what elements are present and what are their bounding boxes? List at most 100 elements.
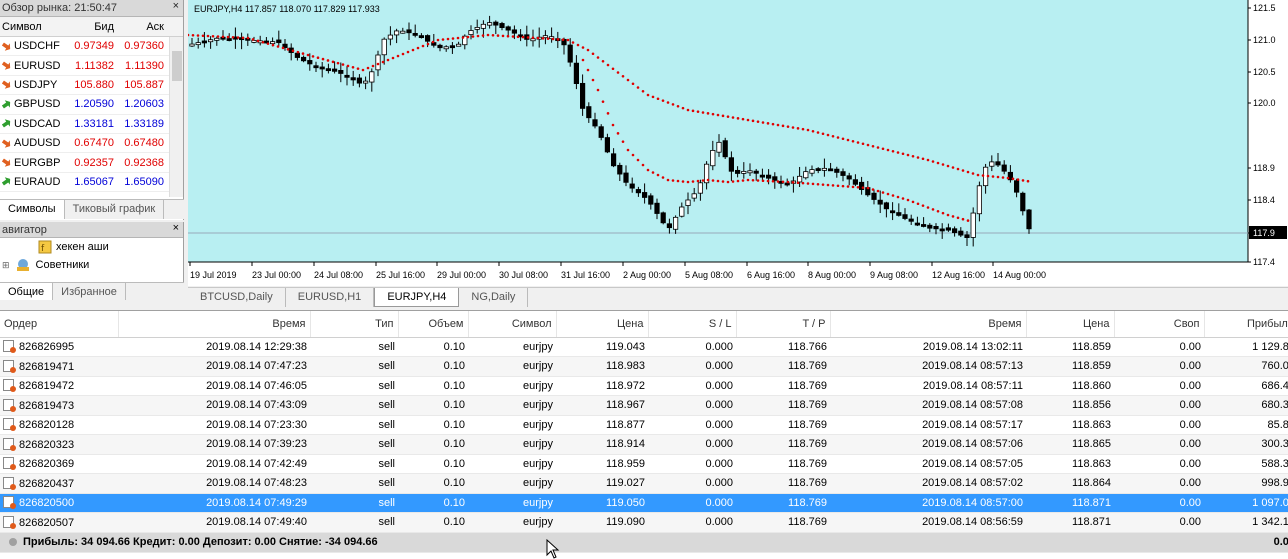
table-row[interactable]: 826819472 2019.08.14 07:46:05 sell 0.10 eurj… bbox=[0, 376, 1288, 396]
indicator-dot bbox=[616, 132, 620, 135]
symbol-cell: USDCHF bbox=[0, 40, 64, 52]
indicator-dot bbox=[761, 121, 765, 124]
expand-icon[interactable]: ⊞ bbox=[2, 259, 10, 270]
indicator-dot bbox=[461, 36, 465, 39]
table-row[interactable]: 826820369 2019.08.14 07:42:49 sell 0.10 eurj… bbox=[0, 454, 1288, 474]
chart-tab[interactable]: NG,Daily bbox=[459, 288, 529, 307]
column-header[interactable]: Объем bbox=[398, 311, 469, 338]
column-header[interactable]: Тип bbox=[310, 311, 399, 338]
table-cell: 0.00 bbox=[1114, 493, 1204, 513]
table-row[interactable]: 826826995 2019.08.14 12:29:38 sell 0.10 eurj… bbox=[0, 337, 1288, 357]
indicator-dot bbox=[666, 101, 670, 104]
candle-body bbox=[251, 40, 257, 43]
close-icon[interactable]: × bbox=[172, 0, 179, 12]
indicator-dot bbox=[736, 179, 740, 183]
price-axis-label: 118.9 bbox=[1253, 163, 1275, 173]
table-cell: eurjpy bbox=[468, 337, 556, 357]
market-watch-panel: Обзор рынка: 21:50:47 × Символ Бид Аск U… bbox=[0, 0, 184, 220]
table-row[interactable]: 826819473 2019.08.14 07:43:09 sell 0.10 eurj… bbox=[0, 395, 1288, 416]
column-header[interactable]: Цена bbox=[1026, 311, 1115, 338]
candle-body bbox=[635, 189, 642, 194]
market-watch-row[interactable]: EURAUD 1.65067 1.65090 bbox=[0, 173, 183, 193]
candle-body bbox=[958, 230, 964, 236]
market-watch-row[interactable]: GBPUSD 1.20590 1.20603 bbox=[0, 95, 183, 115]
column-header[interactable]: S / L bbox=[648, 311, 737, 338]
table-cell: 0.00 bbox=[1114, 454, 1204, 474]
column-header[interactable]: Прибыль bbox=[1204, 311, 1288, 338]
time-axis-label: 30 Jul 08:00 bbox=[499, 270, 548, 280]
indicator-dot bbox=[561, 38, 565, 41]
table-row[interactable]: 826820323 2019.08.14 07:39:23 sell 0.10 eurj… bbox=[0, 434, 1288, 455]
column-symbol[interactable]: Символ bbox=[2, 20, 42, 33]
chart-tab[interactable]: EURJPY,H4 bbox=[374, 288, 460, 307]
indicator-dot bbox=[756, 120, 760, 123]
chart-tab[interactable]: BTCUSD,Daily bbox=[188, 288, 286, 307]
close-icon[interactable]: × bbox=[172, 222, 179, 234]
indicator-dot bbox=[876, 146, 880, 149]
indicator-dot bbox=[771, 122, 775, 126]
indicator-dot bbox=[941, 211, 945, 215]
price-chart[interactable]: 121.5 121.0 120.5 120.0 118.9 118.4 117.9 117.4… bbox=[188, 0, 1288, 286]
column-header[interactable]: Время bbox=[830, 311, 1027, 338]
indicator-dot bbox=[636, 86, 640, 89]
indicator-dot bbox=[916, 156, 920, 159]
indicator-dot bbox=[596, 56, 600, 59]
nav-item-experts[interactable]: ⊞ Советники bbox=[0, 256, 183, 274]
table-row[interactable]: 826820437 2019.08.14 07:48:23 sell 0.10 eurj… bbox=[0, 473, 1288, 494]
table-row[interactable]: 826819471 2019.08.14 07:47:23 sell 0.10 eurj… bbox=[0, 356, 1288, 377]
table-row[interactable]: 826820507 2019.08.14 07:49:40 sell 0.10 eurj… bbox=[0, 512, 1288, 533]
candle-body bbox=[350, 77, 356, 81]
candle-body bbox=[834, 168, 840, 173]
nav-item-heiken-ashi[interactable]: f хекен аши bbox=[0, 238, 183, 256]
indicator-dot bbox=[646, 93, 650, 97]
tab-symbols[interactable]: Символы bbox=[0, 200, 65, 219]
candle-body bbox=[654, 202, 660, 214]
table-cell: 1 342.13 bbox=[1204, 512, 1288, 533]
table-cell: sell bbox=[310, 376, 398, 396]
order-number: 826820128 bbox=[19, 419, 75, 432]
indicator-dot bbox=[261, 40, 265, 44]
column-bid[interactable]: Бид bbox=[94, 20, 114, 33]
indicator-dot bbox=[771, 179, 775, 183]
candle-body bbox=[387, 34, 393, 40]
candle-body bbox=[443, 46, 449, 50]
market-watch-row[interactable]: EURUSD 1.11382 1.11390 bbox=[0, 56, 183, 76]
indicator-dot bbox=[706, 178, 710, 182]
indicator-dot bbox=[201, 34, 205, 38]
candle-body bbox=[598, 126, 604, 138]
column-header[interactable]: Символ bbox=[468, 311, 557, 338]
column-header[interactable]: Своп bbox=[1114, 311, 1205, 338]
candle-body bbox=[766, 174, 772, 179]
table-cell: 119.043 bbox=[556, 337, 648, 357]
column-header[interactable]: Цена bbox=[556, 311, 649, 338]
column-header[interactable]: Ордер bbox=[0, 311, 119, 338]
indicator-dot bbox=[586, 68, 590, 72]
column-header[interactable]: T / P bbox=[736, 311, 831, 338]
indicator-dot bbox=[246, 36, 250, 40]
indicator-dot bbox=[631, 82, 635, 86]
market-watch-row[interactable]: AUDUSD 0.67470 0.67480 bbox=[0, 134, 183, 154]
table-cell: 118.769 bbox=[736, 473, 830, 494]
indicator-dot bbox=[856, 185, 860, 189]
order-icon bbox=[3, 398, 16, 412]
indicator-dot bbox=[986, 174, 990, 178]
scrollbar[interactable] bbox=[169, 37, 183, 197]
market-watch-row[interactable]: USDCAD 1.33181 1.33189 bbox=[0, 115, 183, 134]
table-cell: 2019.08.14 08:57:02 bbox=[830, 473, 1026, 494]
tab-common[interactable]: Общие bbox=[0, 283, 54, 300]
column-ask[interactable]: Аск bbox=[146, 20, 164, 33]
order-number: 826826995 bbox=[19, 341, 75, 354]
table-row[interactable]: 826820500 2019.08.14 07:49:29 sell 0.10 eurj… bbox=[0, 493, 1288, 513]
market-watch-row[interactable]: USDJPY 105.880 105.887 bbox=[0, 76, 183, 96]
tab-favorites[interactable]: Избранное bbox=[53, 283, 126, 300]
market-watch-row[interactable]: EURGBP 0.92357 0.92368 bbox=[0, 153, 183, 173]
tab-tick-chart[interactable]: Тиковый график bbox=[65, 200, 165, 219]
indicator-dot bbox=[296, 50, 300, 54]
candle-body bbox=[480, 23, 487, 29]
column-header[interactable]: Время bbox=[118, 311, 311, 338]
indicator-dot bbox=[741, 179, 745, 182]
table-row[interactable]: 826820128 2019.08.14 07:23:30 sell 0.10 eurj… bbox=[0, 415, 1288, 435]
market-watch-row[interactable]: USDCHF 0.97349 0.97360 bbox=[0, 37, 183, 57]
indicator-dot bbox=[596, 88, 600, 92]
chart-tab[interactable]: EURUSD,H1 bbox=[286, 288, 375, 307]
